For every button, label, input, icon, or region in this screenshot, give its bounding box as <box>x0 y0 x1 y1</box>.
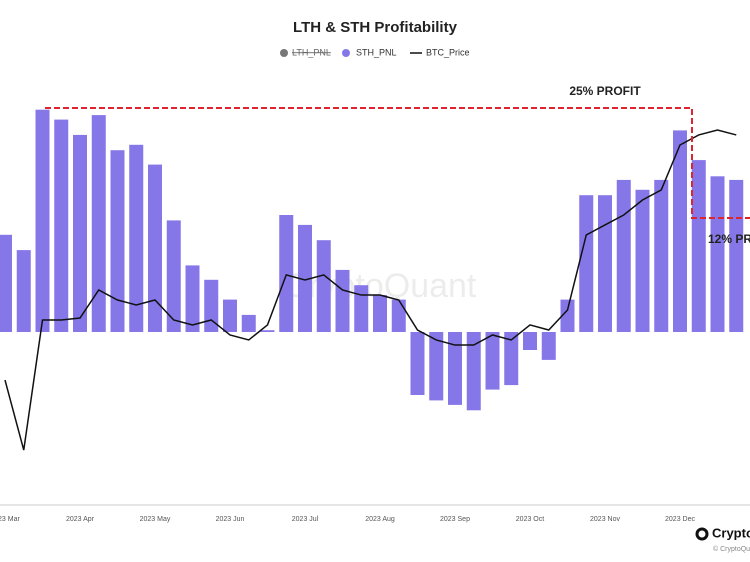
x-tick-label: 2023 Aug <box>365 516 395 523</box>
bar <box>410 332 425 395</box>
x-tick-label: 2023 May <box>140 516 171 523</box>
bar <box>579 195 594 332</box>
bar <box>185 265 200 332</box>
x-tick-label: 2023 Nov <box>590 516 620 523</box>
x-tick-label: 2023 Oct <box>516 516 544 523</box>
bar <box>148 164 162 332</box>
price-line <box>4 129 737 451</box>
logo: CryptoQua © CryptoQuant <box>695 525 750 553</box>
x-tick-label: 2023 Jul <box>292 516 319 523</box>
bar <box>710 176 725 332</box>
bar <box>73 134 87 332</box>
legend-marker <box>280 49 288 57</box>
bar <box>523 332 537 350</box>
bar <box>54 119 69 332</box>
bar <box>616 179 631 332</box>
plot-area <box>0 109 744 451</box>
copyright: © CryptoQuant <box>713 545 750 553</box>
profit-guide <box>45 107 750 219</box>
legend-label: BTC_Price <box>426 47 470 57</box>
bar <box>35 109 50 332</box>
x-tick-label: 2023 Sep <box>440 516 470 523</box>
legend-label: STH_PNL <box>356 47 397 57</box>
bar <box>223 299 237 332</box>
legend-label: LTH_PNL <box>292 47 331 57</box>
bar <box>354 285 369 332</box>
bar <box>448 332 462 405</box>
annotation: 25% PROFIT <box>569 84 641 98</box>
bar <box>466 332 481 411</box>
bar <box>485 332 500 390</box>
bar <box>654 179 669 332</box>
logo-text: CryptoQua <box>712 525 750 540</box>
bar <box>110 150 125 332</box>
bar <box>560 299 575 332</box>
bar <box>166 220 181 332</box>
bar <box>241 314 256 332</box>
chart-title: LTH & STH Profitability <box>293 19 458 36</box>
bar <box>691 160 706 332</box>
bar <box>373 295 387 332</box>
bar <box>673 130 687 332</box>
bar <box>729 179 744 332</box>
bar <box>279 215 294 332</box>
bar <box>91 115 106 332</box>
bar <box>598 195 612 332</box>
bar <box>635 189 650 332</box>
bar <box>129 144 144 332</box>
x-tick-label: 2023 Apr <box>66 516 95 523</box>
bar <box>204 279 219 332</box>
bar <box>16 250 31 332</box>
bar <box>541 332 556 360</box>
bar <box>335 269 350 332</box>
bar <box>429 332 444 401</box>
legend-marker <box>342 49 350 57</box>
x-tick-label: 2023 Jun <box>216 516 245 523</box>
bar <box>316 240 331 332</box>
bar <box>504 332 519 386</box>
bar <box>260 330 275 332</box>
x-tick-label: 2023 Mar <box>0 516 20 523</box>
annotation: 12% PR <box>708 232 750 246</box>
bar <box>298 224 312 332</box>
logo-icon <box>695 527 709 541</box>
bar <box>391 299 406 332</box>
x-tick-label: 2023 Dec <box>665 516 695 523</box>
bar <box>0 234 12 332</box>
